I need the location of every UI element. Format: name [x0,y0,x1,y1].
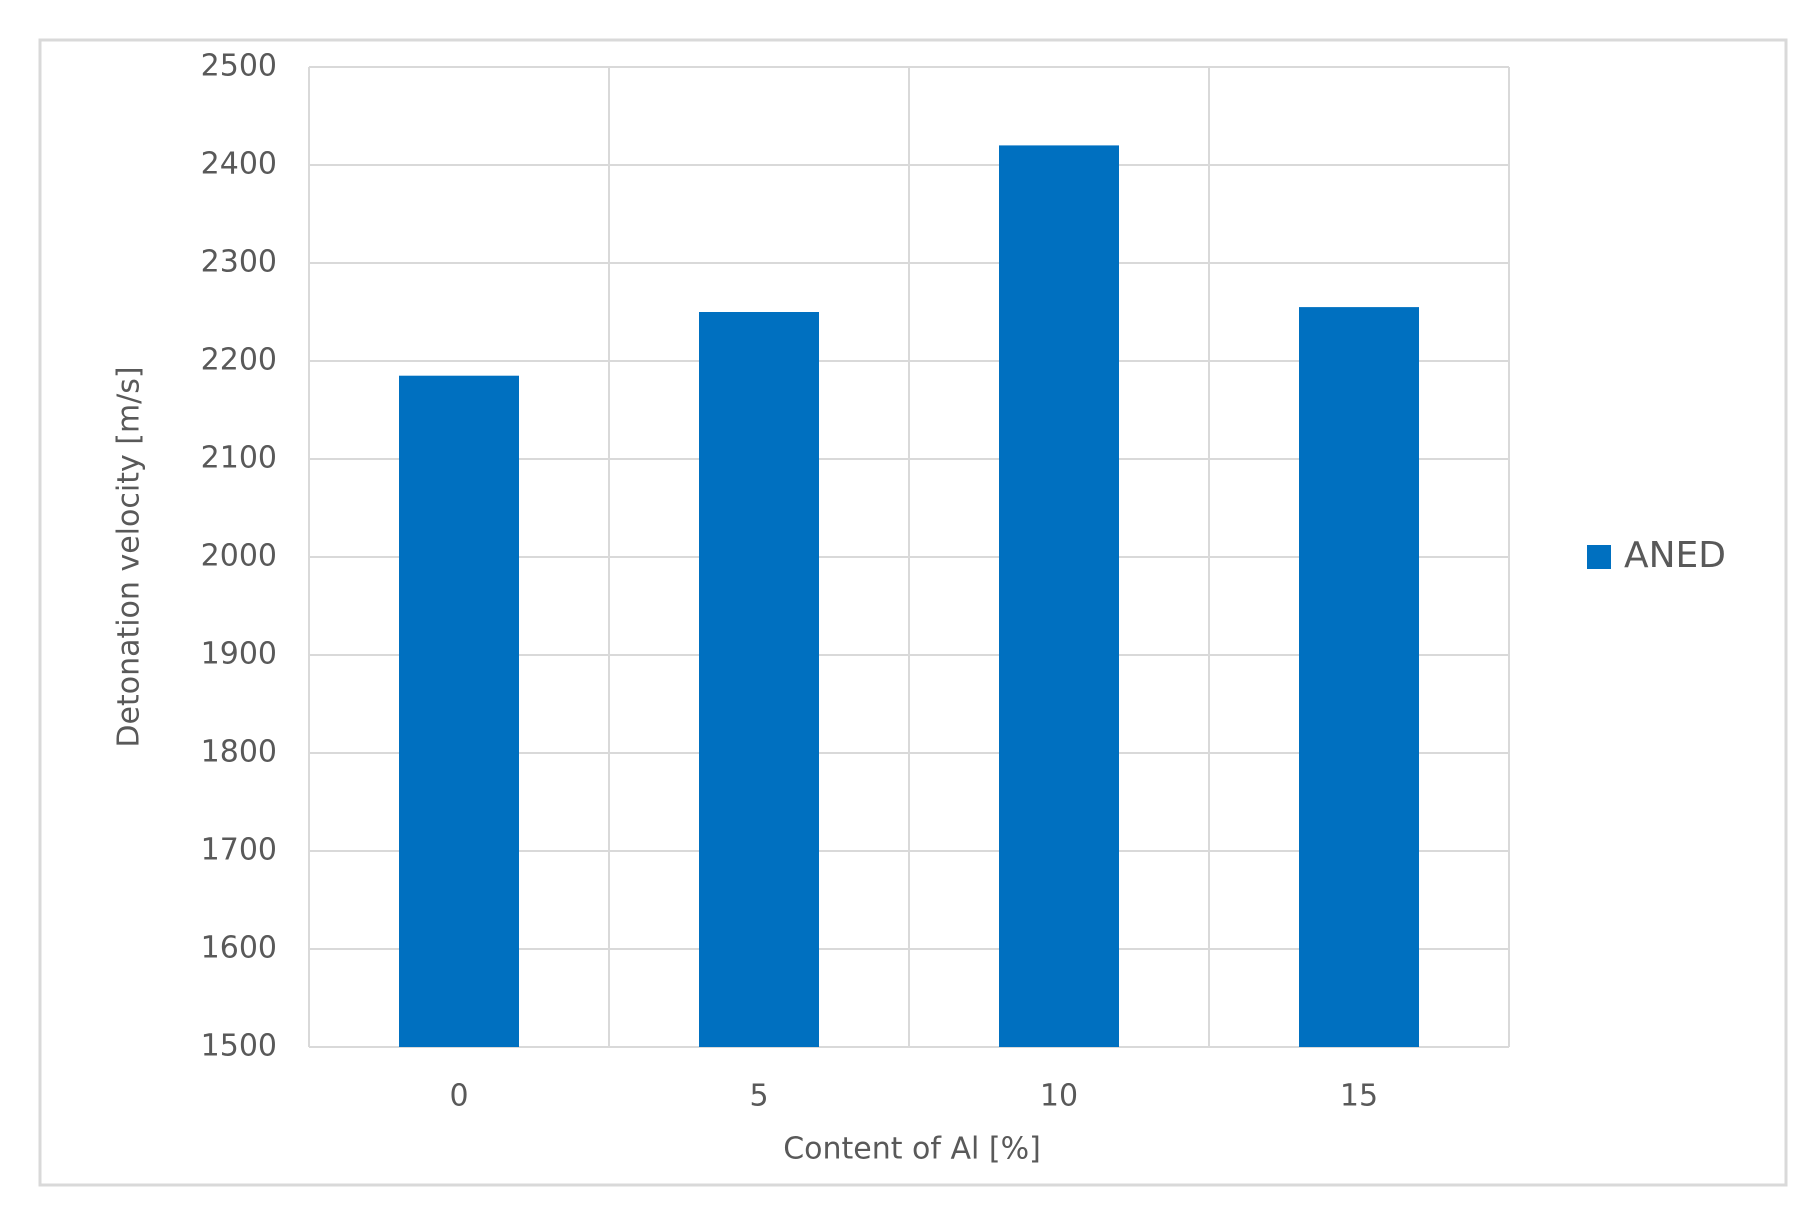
y-tick-label: 1600 [201,931,277,966]
y-tick-label: 2000 [201,539,277,574]
y-tick-label: 1900 [201,637,277,672]
y-tick-label: 1800 [201,735,277,770]
y-tick-label: 2100 [201,441,277,476]
x-tick-label: 10 [1040,1079,1078,1114]
y-tick-label: 2200 [201,343,277,378]
y-tick-label: 1500 [201,1029,277,1064]
y-tick-label: 2400 [201,147,277,182]
x-tick-label: 0 [449,1079,468,1114]
chart-frame [38,38,1788,1187]
x-tick-label: 5 [749,1079,768,1114]
bar [399,375,519,1047]
legend-swatch [1587,545,1611,569]
y-tick-label: 2300 [201,245,277,280]
bar [699,312,819,1047]
bar [999,145,1119,1047]
y-tick-label: 1700 [201,833,277,868]
y-tick-label: 2500 [201,49,277,84]
y-axis-label: Detonation velocity [m/s] [112,366,147,747]
x-tick-label: 15 [1340,1079,1378,1114]
legend-label: ANED [1624,535,1726,576]
bar [1299,307,1419,1048]
x-axis-label: Content of Al [%] [783,1132,1041,1167]
